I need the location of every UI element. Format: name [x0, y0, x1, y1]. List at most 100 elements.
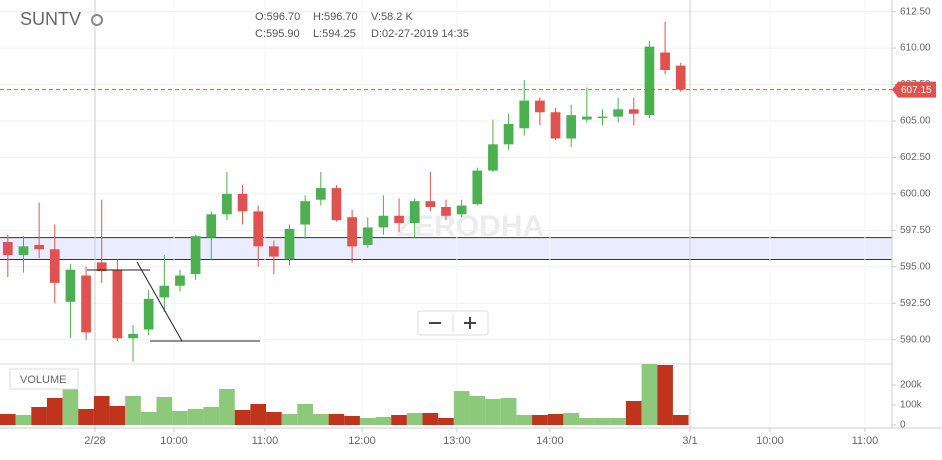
volume-label: VOLUME	[20, 374, 66, 386]
candle-body	[18, 246, 29, 256]
watermark: ZERODHA	[396, 210, 544, 243]
volume-bar	[31, 407, 47, 425]
volume-bar	[156, 397, 173, 425]
volume-bar	[500, 398, 517, 425]
volume-bar	[469, 396, 486, 425]
volume-bar	[266, 412, 282, 425]
volume-bar	[438, 418, 454, 425]
volume-bar	[516, 415, 533, 425]
candle-body	[222, 193, 232, 215]
candle-body	[206, 214, 217, 238]
volume-bar	[594, 418, 611, 425]
volume-bar	[453, 391, 470, 425]
y-tick-label: 595.00	[900, 261, 931, 272]
candle-body	[425, 201, 436, 208]
volume-bar	[15, 415, 32, 425]
candle-body	[2, 242, 13, 256]
candle-body	[65, 269, 76, 302]
volume-bar	[579, 418, 595, 425]
volume-bar	[140, 412, 157, 425]
candle-body	[675, 65, 686, 90]
last-price-tag	[892, 81, 936, 98]
y-tick-label: 612.50	[900, 6, 931, 17]
volume-bar	[375, 417, 392, 425]
candle-body	[378, 215, 389, 228]
back-layer: ZERODHA	[0, 0, 892, 425]
candle-body	[331, 188, 342, 221]
volume-bar	[563, 413, 580, 425]
candle-body	[128, 333, 138, 339]
y-tick-label: 602.50	[900, 152, 931, 163]
volume-bar	[422, 413, 439, 425]
volume-bar	[172, 411, 188, 425]
x-tick-label: 2/28	[84, 435, 105, 447]
volume-bar	[391, 415, 407, 425]
volume-bar	[281, 414, 298, 425]
y-tick-label: 592.50	[900, 298, 931, 309]
volume-bar	[406, 413, 423, 425]
candle-body	[550, 112, 561, 139]
volume-bar	[46, 398, 63, 425]
volume-bar	[625, 401, 642, 425]
volume-bar	[109, 406, 126, 425]
candle-body	[175, 275, 185, 286]
candle-body	[362, 227, 373, 245]
y-tick-label: 600.00	[900, 189, 931, 200]
volume-bar	[672, 415, 689, 425]
candle-body	[34, 244, 44, 250]
volume-bar	[312, 414, 329, 425]
candle-body	[644, 46, 655, 116]
candle-body	[347, 217, 357, 247]
x-tick-label: 11:00	[252, 435, 279, 447]
candle-body	[441, 207, 451, 216]
candle-body	[566, 115, 577, 139]
volume-bar	[125, 396, 141, 425]
symbol-title: SUNTV	[20, 9, 81, 29]
trend-drawing	[87, 261, 260, 342]
x-tick-label: 10:00	[756, 435, 784, 447]
candle-body	[269, 246, 279, 257]
ohlc-readout: O:596.70	[255, 11, 300, 23]
x-tick-label: 13:00	[443, 435, 471, 447]
candle-body	[597, 116, 608, 119]
ohlc-readout: H:596.70	[313, 11, 358, 23]
candle-body	[159, 285, 170, 298]
candle-body	[190, 236, 201, 275]
volume-tick-label: 0	[900, 420, 906, 431]
volume-bar	[234, 410, 251, 425]
volume-bar	[219, 389, 235, 425]
candle-body	[315, 188, 326, 200]
candle-body	[472, 170, 483, 205]
candle-body	[628, 109, 639, 114]
ohlc-readout: V:58.2 K	[371, 11, 413, 23]
settings-icon[interactable]	[91, 14, 103, 26]
y-tick-label: 605.00	[900, 116, 931, 127]
volume-tick-label: 200k	[900, 380, 923, 391]
volume-bar	[328, 414, 345, 425]
y-tick-label: 590.00	[900, 334, 931, 345]
marks-layer	[0, 21, 689, 425]
candle-body	[237, 193, 248, 212]
volume-bar	[187, 409, 204, 425]
volume-bar	[532, 415, 548, 425]
candle-body	[503, 123, 514, 145]
candle-body	[112, 269, 123, 339]
candle-body	[300, 201, 311, 225]
candle-body	[613, 109, 623, 117]
trend-line	[136, 261, 183, 342]
x-tick-label: 10:00	[160, 435, 188, 447]
ohlc-readout: L:594.25	[313, 28, 356, 40]
candle-body	[456, 205, 467, 215]
zoom-controls	[417, 310, 489, 336]
volume-bar	[547, 414, 564, 425]
candle-body	[519, 100, 530, 129]
volume-bar	[657, 365, 673, 425]
candle-body	[284, 228, 295, 260]
ohlc-readout: C:595.90	[255, 28, 300, 40]
volume-bar	[297, 404, 313, 425]
candle-body	[49, 249, 60, 283]
volume-bar	[610, 418, 626, 425]
volume-bar	[344, 416, 360, 425]
x-tick-label: 3/1	[682, 435, 697, 447]
